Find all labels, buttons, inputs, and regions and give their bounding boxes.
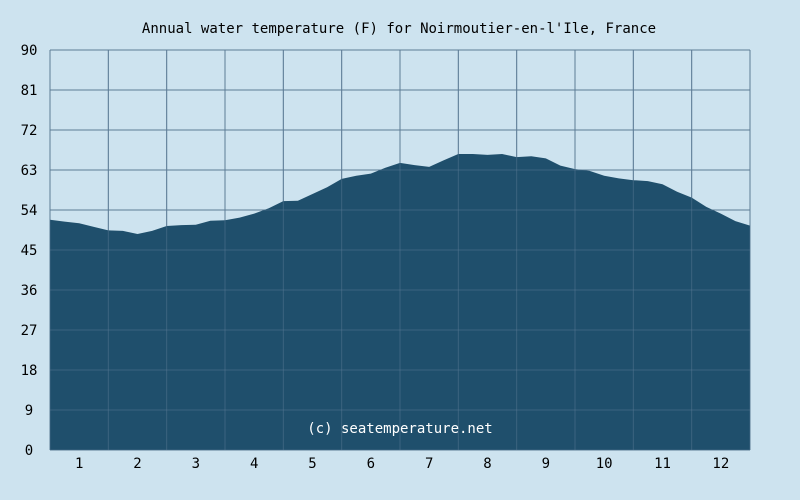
chart-title: Annual water temperature (F) for Noirmou…	[142, 21, 656, 37]
y-tick-label: 27	[21, 323, 38, 339]
x-tick-label: 2	[133, 456, 141, 472]
x-tick-label: 7	[425, 456, 433, 472]
y-tick-label: 0	[25, 443, 33, 459]
y-tick-label: 45	[21, 243, 38, 259]
y-tick-label: 90	[21, 43, 38, 59]
y-tick-label: 36	[21, 283, 38, 299]
y-tick-label: 18	[21, 363, 38, 379]
x-tick-label: 8	[483, 456, 491, 472]
x-tick-label: 12	[712, 456, 729, 472]
y-tick-label: 9	[25, 403, 33, 419]
temperature-area	[50, 154, 750, 450]
x-tick-label: 5	[308, 456, 316, 472]
x-axis-ticks: 1 2 3 4 5 6 7 8 9 10 11 12	[75, 456, 729, 472]
y-tick-label: 72	[21, 123, 38, 139]
y-axis-ticks: 0 9 18 27 36 45 54 63 72 81 90	[21, 43, 38, 459]
x-tick-label: 9	[542, 456, 550, 472]
x-tick-label: 6	[367, 456, 375, 472]
grid-overlay	[49, 49, 751, 451]
y-tick-label: 54	[21, 203, 38, 219]
y-tick-label: 63	[21, 163, 38, 179]
x-tick-label: 1	[75, 456, 83, 472]
credit-annotation: (c) seatemperature.net	[307, 421, 492, 437]
x-tick-label: 3	[192, 456, 200, 472]
x-tick-label: 11	[654, 456, 671, 472]
x-tick-label: 10	[596, 456, 613, 472]
x-tick-label: 4	[250, 456, 258, 472]
y-tick-label: 81	[21, 83, 38, 99]
